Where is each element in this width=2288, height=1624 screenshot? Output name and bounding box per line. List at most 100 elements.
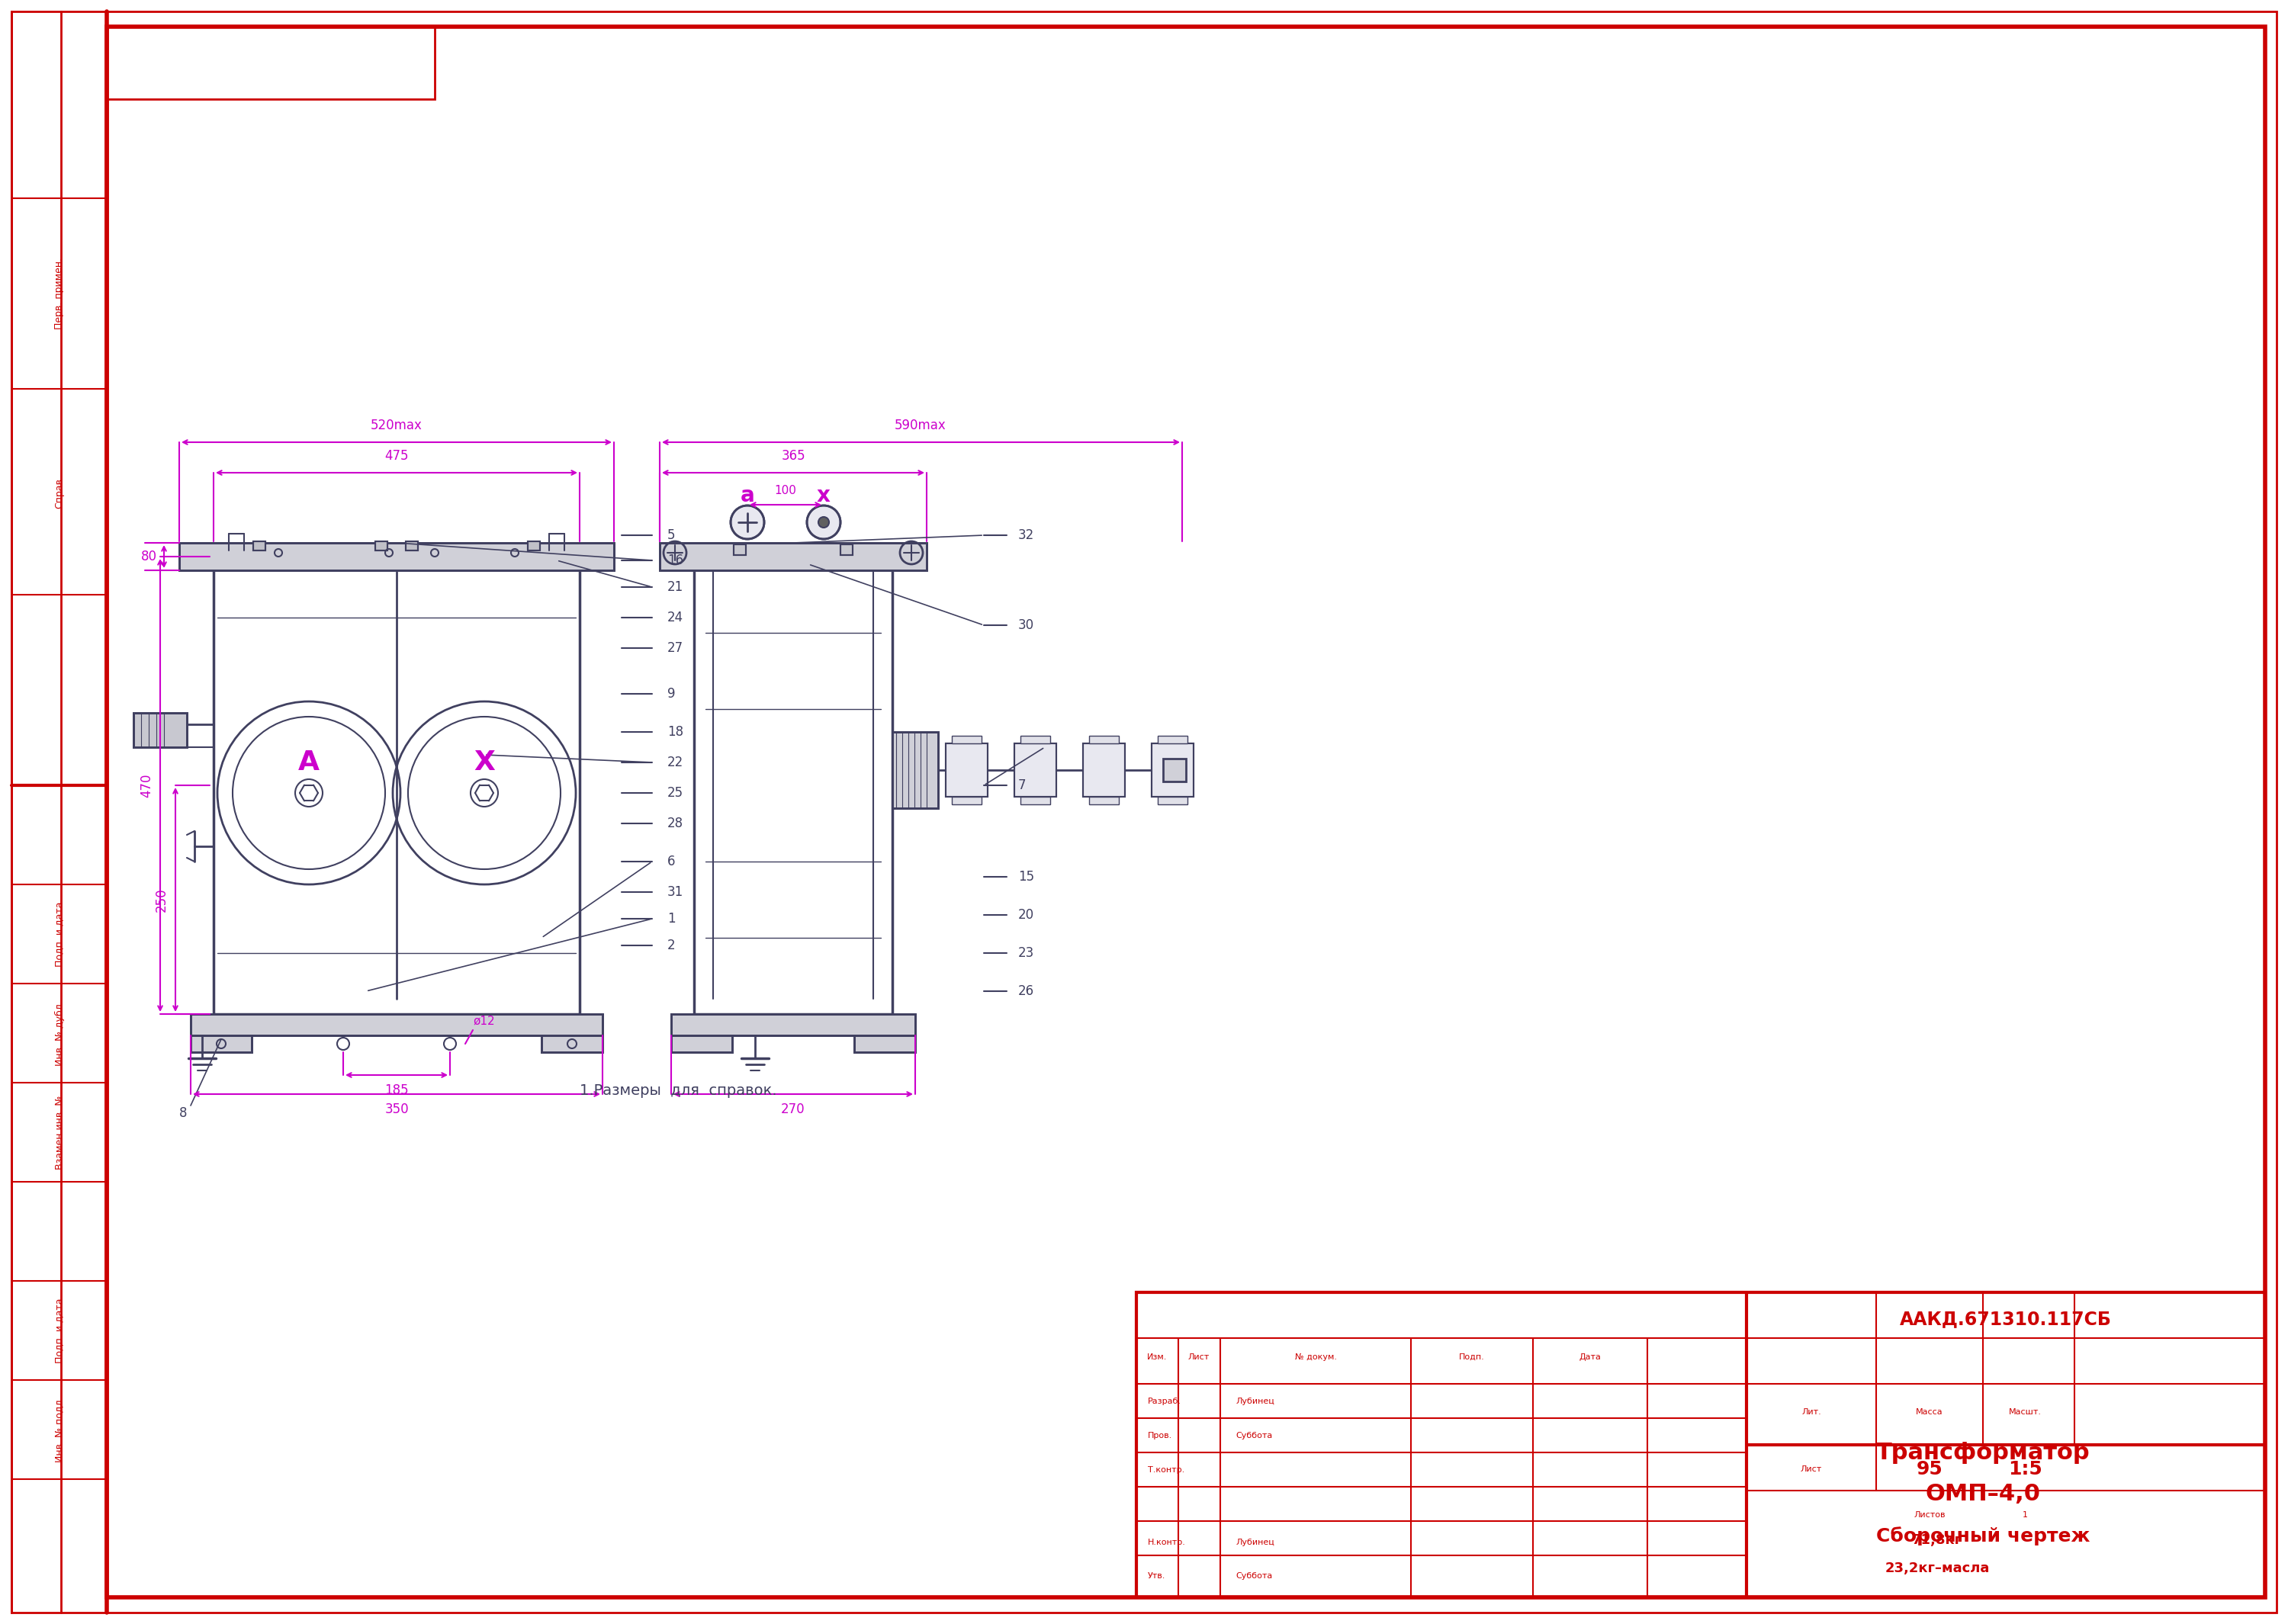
- Text: 470: 470: [140, 773, 153, 797]
- Circle shape: [819, 516, 828, 528]
- Bar: [840, 544, 853, 555]
- Bar: [529, 541, 540, 551]
- Text: ААКД.671310.117СБ: ААКД.671310.117СБ: [1899, 1311, 2112, 1328]
- Bar: [1151, 744, 1194, 797]
- Bar: [213, 557, 579, 1013]
- Bar: [892, 732, 938, 809]
- Text: 7: 7: [1018, 778, 1025, 793]
- Bar: [190, 1036, 252, 1052]
- Text: Х: Х: [474, 750, 494, 775]
- Text: Подп. и дата: Подп. и дата: [55, 901, 64, 966]
- Text: Лубинец: Лубинец: [1236, 1398, 1274, 1405]
- Text: 26: 26: [1018, 984, 1034, 999]
- Bar: [853, 1036, 915, 1052]
- Text: Утв.: Утв.: [1149, 1572, 1165, 1580]
- Text: 32: 32: [1018, 528, 1034, 542]
- Bar: [1158, 797, 1187, 804]
- Bar: [254, 541, 265, 551]
- Bar: [659, 542, 927, 570]
- Bar: [133, 713, 188, 747]
- Text: 1: 1: [668, 913, 675, 926]
- Bar: [108, 26, 435, 99]
- Bar: [945, 744, 988, 797]
- Bar: [1151, 744, 1194, 797]
- Bar: [178, 542, 613, 570]
- Bar: [659, 542, 927, 570]
- Bar: [190, 1013, 602, 1036]
- Text: 20: 20: [1018, 908, 1034, 922]
- Text: Т.контр.: Т.контр.: [1149, 1466, 1185, 1475]
- Text: 16: 16: [668, 554, 684, 567]
- Bar: [1158, 736, 1187, 744]
- Bar: [542, 1036, 602, 1052]
- Text: 80: 80: [142, 549, 156, 564]
- Text: 590max: 590max: [895, 419, 947, 432]
- Bar: [952, 736, 982, 744]
- Text: 365: 365: [780, 450, 805, 463]
- Text: № докум.: № докум.: [1295, 1353, 1336, 1361]
- Text: Справ.: Справ.: [55, 474, 64, 508]
- Bar: [1020, 797, 1050, 804]
- Bar: [734, 544, 746, 555]
- Text: Подп.: Подп.: [1460, 1353, 1485, 1361]
- Text: ø12: ø12: [474, 1015, 494, 1026]
- Bar: [178, 542, 613, 570]
- Circle shape: [730, 505, 764, 539]
- Text: 23,2кг–масла: 23,2кг–масла: [1885, 1562, 1991, 1575]
- Text: Сборочный чертеж: Сборочный чертеж: [1876, 1527, 2089, 1546]
- Bar: [190, 1013, 602, 1036]
- Text: Н.контр.: Н.контр.: [1149, 1538, 1185, 1546]
- Text: 100: 100: [776, 486, 796, 497]
- Text: 5: 5: [668, 528, 675, 542]
- Text: Масшт.: Масшт.: [2009, 1408, 2041, 1416]
- Bar: [254, 541, 265, 551]
- Text: Подп. и дата: Подп. и дата: [55, 1298, 64, 1363]
- Text: Суббота: Суббота: [1236, 1432, 1272, 1439]
- Text: 250: 250: [156, 888, 169, 911]
- Circle shape: [808, 505, 840, 539]
- Text: Инв. № подл.: Инв. № подл.: [55, 1397, 64, 1463]
- Text: Разраб.: Разраб.: [1149, 1398, 1181, 1405]
- Bar: [1089, 797, 1119, 804]
- Bar: [670, 1036, 732, 1052]
- Text: Листов: Листов: [1913, 1512, 1945, 1518]
- Bar: [734, 544, 746, 555]
- Bar: [529, 541, 540, 551]
- Text: 2: 2: [668, 939, 675, 952]
- Bar: [190, 1036, 252, 1052]
- Text: a: a: [741, 486, 755, 507]
- Text: 95: 95: [1917, 1460, 1943, 1478]
- Text: 24: 24: [668, 611, 684, 625]
- Bar: [375, 541, 387, 551]
- Text: 6: 6: [668, 854, 675, 869]
- Bar: [1089, 736, 1119, 744]
- Text: 350: 350: [384, 1103, 410, 1116]
- Text: 30: 30: [1018, 619, 1034, 632]
- Bar: [952, 797, 982, 804]
- Text: Инв. № дубл.: Инв. № дубл.: [55, 1000, 64, 1065]
- Text: 185: 185: [384, 1083, 410, 1098]
- Text: 18: 18: [668, 724, 684, 739]
- Text: 8: 8: [178, 1106, 188, 1121]
- Text: 27: 27: [668, 641, 684, 654]
- Text: Лубинец: Лубинец: [1236, 1538, 1274, 1546]
- Text: Суббота: Суббота: [1236, 1572, 1272, 1580]
- Bar: [840, 544, 853, 555]
- Bar: [133, 713, 188, 747]
- Bar: [1162, 758, 1185, 781]
- Text: 22: 22: [668, 755, 684, 770]
- Bar: [670, 1036, 732, 1052]
- Bar: [670, 1013, 915, 1036]
- Bar: [405, 541, 419, 551]
- Text: Лит.: Лит.: [1801, 1408, 1821, 1416]
- Text: 1.Размеры  для  справок.: 1.Размеры для справок.: [579, 1083, 778, 1098]
- Text: Масса: Масса: [1915, 1408, 1943, 1416]
- Text: 1: 1: [2023, 1512, 2027, 1518]
- Bar: [853, 1036, 915, 1052]
- Text: Изм.: Изм.: [1146, 1353, 1167, 1361]
- Bar: [542, 1036, 602, 1052]
- Text: Взамен инв. №: Взамен инв. №: [55, 1095, 64, 1169]
- Bar: [405, 541, 419, 551]
- Bar: [1014, 744, 1057, 797]
- Text: Дата: Дата: [1579, 1353, 1602, 1361]
